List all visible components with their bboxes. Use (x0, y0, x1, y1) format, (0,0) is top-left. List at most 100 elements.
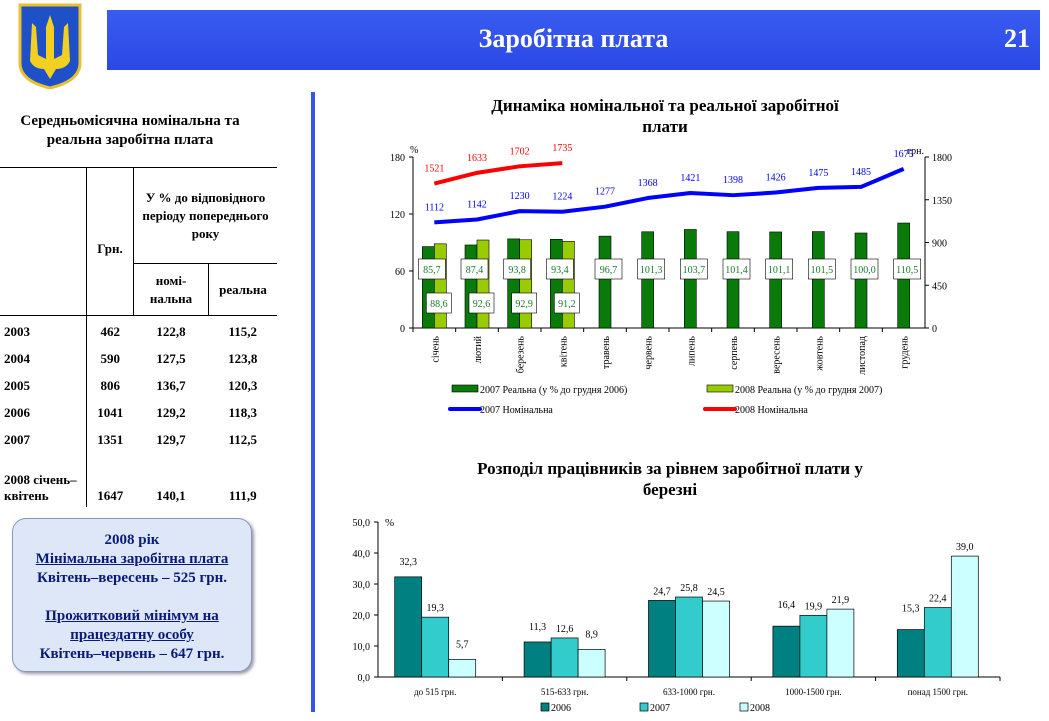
y-tick-label: 20,0 (353, 611, 371, 622)
data-label-box (418, 258, 446, 280)
cell-nom: 140,1 (156, 488, 186, 503)
y-tick-label: 40,0 (353, 549, 371, 560)
cell-year: 2008 січень–квітень (4, 472, 77, 503)
data-label-2008-real: 92,9 (515, 299, 533, 310)
cell-real: 118,3 (228, 405, 258, 420)
cell-grn: 806 (86, 370, 134, 397)
data-label-2008-real: 88,6 (430, 299, 448, 310)
cell-year: 2004 (4, 351, 30, 366)
x-tick-label: червень (644, 336, 655, 370)
note-year: 2008 рік (104, 532, 160, 548)
bar-2008-real (562, 241, 575, 329)
legend-label: 2008 (750, 703, 770, 714)
vertical-divider (311, 92, 315, 712)
cell-year: 2003 (4, 324, 30, 339)
cell-year: 2006 (4, 405, 30, 420)
data-label-2008: 8,9 (585, 629, 598, 640)
bar-2008 (950, 555, 979, 678)
y-axis-label: % (385, 517, 394, 529)
cell-real: 115,2 (228, 324, 258, 339)
bar-2007-real (550, 238, 563, 329)
cell-year: 2005 (4, 378, 30, 393)
info-box: 2008 рік Мінімальна заробітна плата Квіт… (12, 518, 252, 672)
cell-grn: 1041 (86, 397, 134, 424)
legend-label: 2008 Реальна (у % до грудня 2007) (735, 385, 882, 396)
x-tick-label: понад 1500 грн. (908, 687, 968, 697)
data-label-2006: 32,3 (399, 557, 417, 568)
data-label-2007-real: 110,5 (896, 265, 918, 276)
data-label-2007-real: 93,4 (551, 265, 569, 276)
y2-tick-label: 0 (932, 324, 937, 335)
data-label-box (722, 258, 751, 280)
data-label-2007-real: 96,7 (600, 265, 618, 276)
cell-nom: 129,7 (156, 432, 186, 447)
line-2007-nominal-label: 1398 (723, 175, 743, 186)
data-label-2007-real: 103,7 (683, 265, 706, 276)
data-label-2007-real: 87,4 (466, 265, 484, 276)
chart1-title: Динаміка номінальної та реальної заробіт… (491, 96, 839, 136)
line-2008-nominal-label: 1521 (424, 164, 444, 175)
y-tick-label: 30,0 (353, 580, 371, 591)
bar-2007-real (598, 235, 612, 329)
x-tick-label: липень (686, 336, 697, 366)
x-tick-label: 1000-1500 грн. (785, 687, 842, 697)
note-subsistence: Прожитковий мінімум на працездатну особу (45, 608, 219, 643)
line-2007-nominal-label: 1675 (894, 149, 914, 160)
cell-grn: 1351 (86, 424, 134, 451)
line-2007-nominal-label: 1426 (766, 173, 786, 184)
data-label-2008-real: 92,6 (473, 299, 491, 310)
bar-2007-real (854, 232, 868, 329)
data-label-2006: 11,3 (529, 622, 546, 633)
y2-tick-label: 1350 (932, 196, 952, 207)
bar-2007-real (812, 231, 825, 329)
bar-2007 (550, 637, 579, 678)
chart2-title: Розподіл працівників за рівнем заробітно… (477, 459, 863, 499)
data-label-2008: 21,9 (832, 595, 850, 606)
line-2007-nominal-label: 1475 (808, 168, 828, 179)
legend-label: 2007 (650, 703, 670, 714)
bar-2008-real (434, 243, 447, 329)
data-label-box (680, 258, 708, 280)
data-label-box (460, 258, 489, 280)
corner-cell (0, 167, 87, 316)
y2-axis-label: грн. (907, 146, 924, 157)
cell-year: 2007 (4, 432, 30, 447)
table-row: 2003 462 122,8 115,2 (0, 315, 277, 343)
x-tick-label: вересень (772, 336, 783, 374)
x-tick-label: серпень (729, 336, 740, 370)
table-title: Середньомісячна номінальна та реальна за… (0, 112, 260, 150)
bar-2007-real (641, 231, 654, 329)
line-2007-nominal-label: 1277 (595, 187, 615, 198)
legend-label: 2007 Реальна (у % до грудня 2006) (480, 385, 627, 396)
x-tick-label: 633-1000 грн. (663, 687, 715, 697)
cell-real: 111,9 (228, 488, 257, 503)
table-title-line: Середньомісячна номінальна та (20, 113, 240, 129)
legend-swatch (540, 702, 550, 712)
table-row: 2008 січень–квітень 1647 140,1 111,9 (0, 451, 277, 507)
bar-2006 (772, 625, 801, 678)
table-row: 2006 1041 129,2 118,3 (0, 397, 277, 424)
cell-nom: 127,5 (156, 351, 186, 366)
bar-2007 (923, 607, 952, 678)
line-2008-nominal-label: 1702 (510, 146, 530, 157)
header-bar: Заробітна плата 21 (107, 10, 1040, 70)
bar-2007 (675, 596, 703, 678)
y-tick-label: 60 (395, 267, 405, 278)
bar-2008 (577, 649, 606, 678)
cell-grn: 462 (86, 315, 134, 343)
data-label-2006: 24,7 (653, 586, 671, 597)
data-label-2008: 24,5 (707, 587, 725, 598)
data-label-2008: 39,0 (956, 542, 974, 553)
line-2008-nominal-label: 1735 (552, 143, 572, 154)
line-2008-nominal (433, 161, 563, 186)
line-2007-nominal-label: 1230 (510, 191, 530, 202)
salary-table: Грн. У % до відповідного періоду поперед… (0, 167, 277, 507)
y2-tick-label: 900 (932, 239, 947, 250)
y-tick-label: 0 (400, 324, 405, 335)
data-label-box (511, 292, 537, 314)
cell-nom: 129,2 (156, 405, 186, 420)
x-tick-label: січень (430, 336, 441, 363)
header-nominal: номі-нальна (132, 263, 209, 316)
data-label-2008-real: 91,2 (558, 299, 576, 310)
